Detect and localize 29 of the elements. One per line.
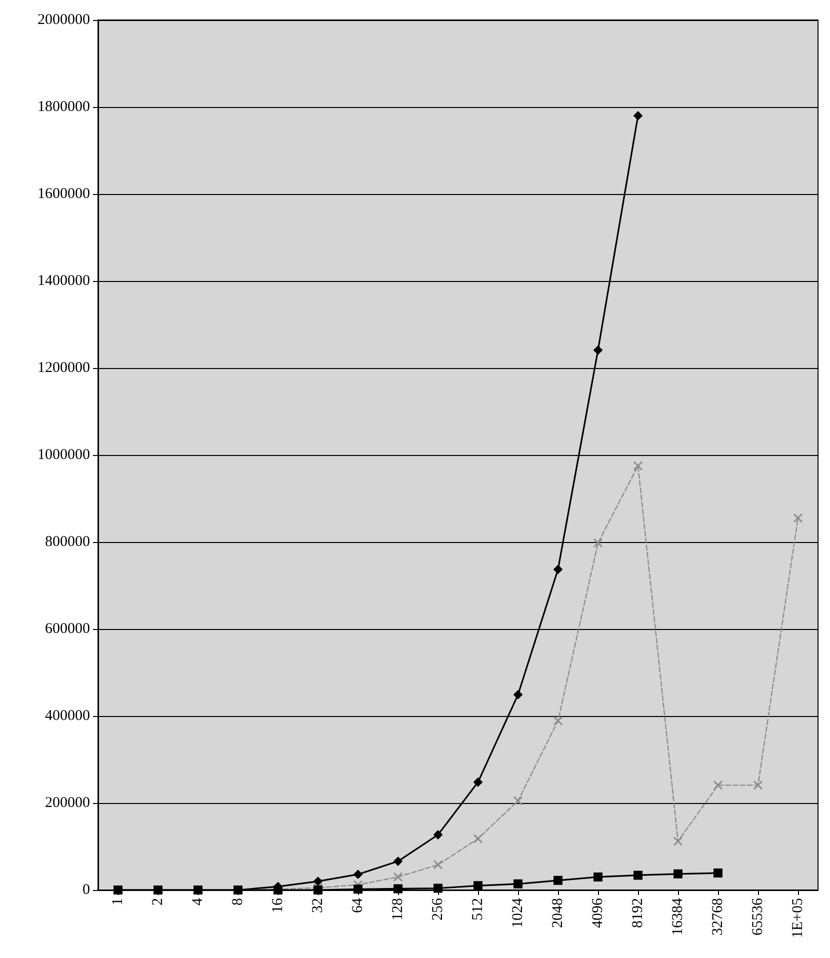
x-tick-label: 16 — [270, 898, 286, 913]
x-tick-label: 256 — [430, 898, 446, 920]
x-tick-label: 32768 — [710, 898, 726, 936]
x-tick-label: 4096 — [590, 898, 606, 928]
x-tick-label: 32 — [310, 898, 326, 913]
y-tick-label: 400000 — [45, 708, 90, 724]
x-tick-label: 64 — [350, 898, 366, 913]
y-tick-label: 200000 — [45, 795, 90, 811]
x-tick-label: 1E+05 — [790, 898, 806, 938]
x-tick-label: 1 — [110, 898, 126, 906]
x-tick-label: 512 — [470, 898, 486, 920]
y-tick-label: 0 — [82, 882, 90, 898]
y-tick-label: 1800000 — [38, 99, 90, 115]
x-tick-label: 2 — [150, 898, 166, 906]
y-tick-label: 1400000 — [38, 273, 90, 289]
x-tick-label: 65536 — [750, 898, 766, 936]
x-tick-label: 1024 — [510, 898, 526, 928]
x-tick-label: 4 — [190, 898, 206, 906]
y-tick-label: 2000000 — [38, 12, 90, 28]
x-tick-label: 16384 — [670, 898, 686, 936]
y-tick-label: 1000000 — [38, 447, 90, 463]
x-tick-label: 128 — [390, 898, 406, 920]
y-tick-label: 1200000 — [38, 360, 90, 376]
x-tick-label: 8192 — [630, 898, 646, 928]
x-tick-label: 2048 — [550, 898, 566, 928]
x-tick-label: 8 — [230, 898, 246, 906]
y-tick-label: 600000 — [45, 621, 90, 637]
y-tick-label: 800000 — [45, 534, 90, 550]
y-tick-label: 1600000 — [38, 186, 90, 202]
